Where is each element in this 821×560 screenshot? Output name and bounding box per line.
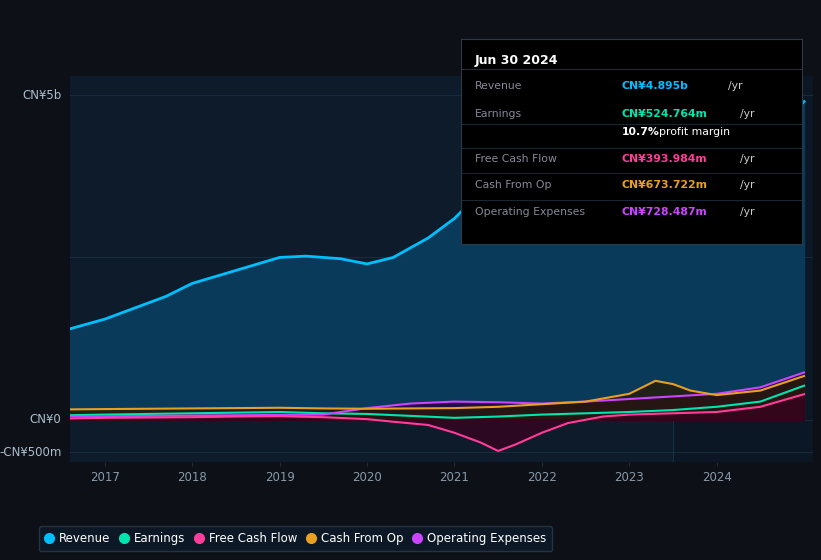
Text: 10.7%: 10.7% [621, 127, 659, 137]
Text: profit margin: profit margin [659, 127, 730, 137]
Text: Earnings: Earnings [475, 109, 522, 119]
Text: CN¥728.487m: CN¥728.487m [621, 207, 707, 217]
Text: /yr: /yr [728, 81, 742, 91]
Text: Operating Expenses: Operating Expenses [475, 207, 585, 217]
Text: /yr: /yr [740, 207, 754, 217]
Text: Jun 30 2024: Jun 30 2024 [475, 54, 558, 67]
Text: /yr: /yr [740, 180, 754, 190]
Text: CN¥0: CN¥0 [30, 413, 62, 426]
Text: CN¥4.895b: CN¥4.895b [621, 81, 689, 91]
Text: /yr: /yr [740, 154, 754, 164]
Text: Free Cash Flow: Free Cash Flow [475, 154, 557, 164]
Text: Revenue: Revenue [475, 81, 522, 91]
Text: CN¥393.984m: CN¥393.984m [621, 154, 707, 164]
Bar [673, 76, 813, 462]
Text: Cash From Op: Cash From Op [475, 180, 552, 190]
Text: CN¥524.764m: CN¥524.764m [621, 109, 708, 119]
Text: CN¥5b: CN¥5b [22, 88, 62, 101]
Legend: Revenue, Earnings, Free Cash Flow, Cash From Op, Operating Expenses: Revenue, Earnings, Free Cash Flow, Cash … [39, 526, 552, 551]
Text: CN¥673.722m: CN¥673.722m [621, 180, 708, 190]
Text: -CN¥500m: -CN¥500m [0, 446, 62, 459]
Text: /yr: /yr [740, 109, 754, 119]
